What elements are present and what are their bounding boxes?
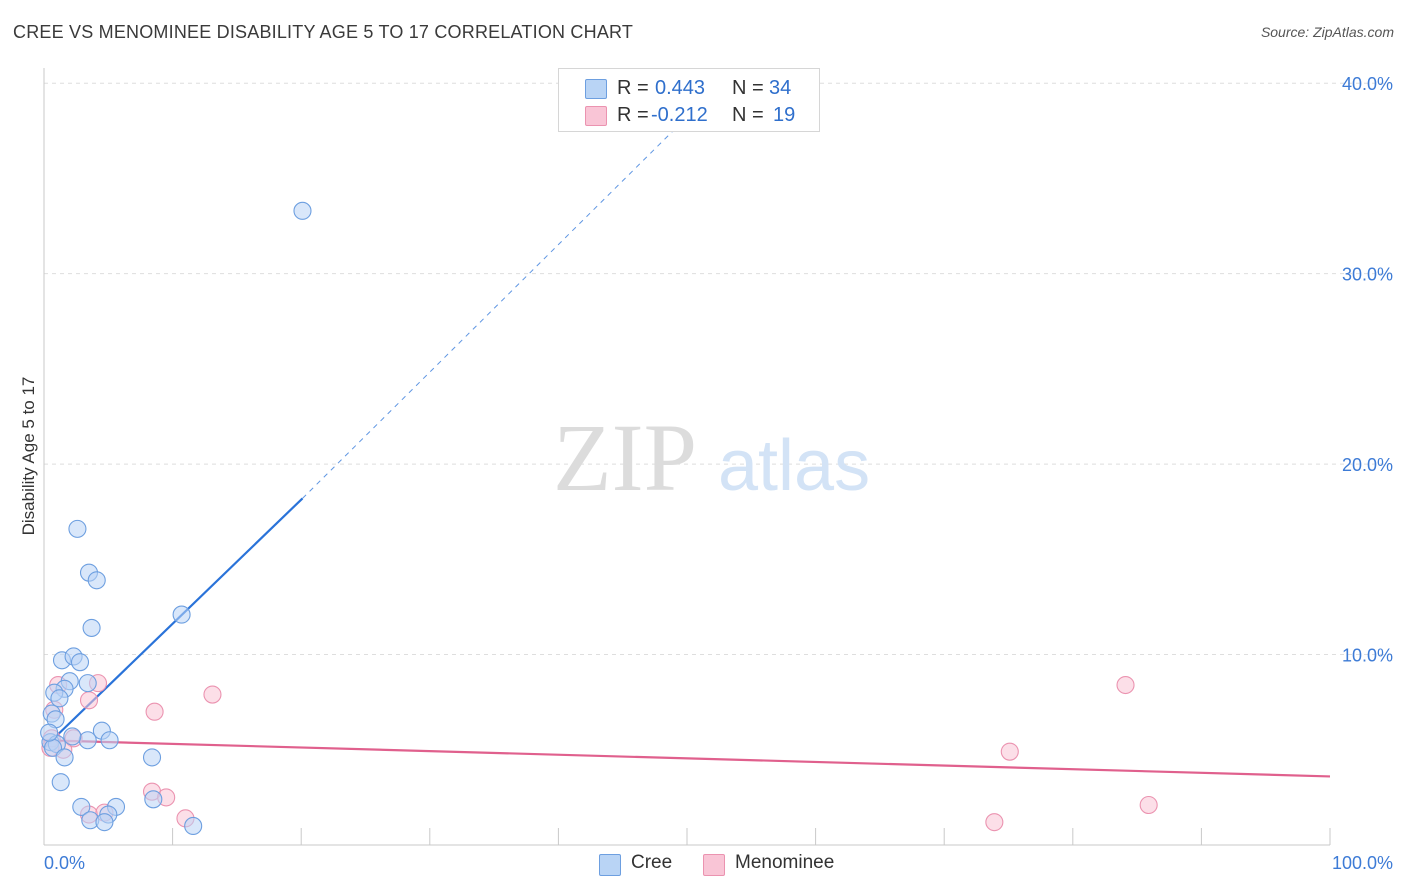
data-points [40,201,1158,836]
menominee-trend-line [43,739,1331,778]
cree-point [78,674,97,693]
cree-point [72,797,91,816]
menominee-n-value: 19 [773,104,796,126]
y-tick-label: 10.0% [1342,646,1393,666]
watermark-zip: ZIP [553,404,697,511]
menominee-point [79,691,99,710]
cree-point [144,790,163,809]
gridlines [44,82,1392,656]
menominee-point [985,813,1004,832]
menominee-legend-swatch [703,854,725,876]
cree-legend-swatch [599,854,621,876]
menominee-swatch [585,106,607,126]
cree-swatch [585,79,607,99]
cree-point [87,571,106,590]
cree-point [142,748,162,767]
y-tick-label: 20.0% [1342,455,1393,475]
menominee-point [1116,675,1135,695]
cree-point [184,816,203,836]
x-tick-marks [172,828,1331,845]
cree-point [78,731,97,750]
cree-point [95,813,114,832]
menominee-point [1000,742,1019,761]
y-tick-label: 30.0% [1342,265,1393,285]
cree-trend-extrapolated [302,84,720,499]
menominee-point [145,702,164,721]
cree-r-label: R = [617,77,649,99]
cree-point [40,723,59,742]
menominee-r-label: R = [617,104,649,126]
tick-labels: 10.0% 20.0% 30.0% 40.0% 0.0% 100.0% [44,74,1393,873]
legend-row-cree: R = 0.443 N = 34 [559,75,819,101]
menominee-r-value: -0.212 [651,104,708,126]
chart-title: CREE VS MENOMINEE DISABILITY AGE 5 TO 17… [13,22,634,42]
cree-point [68,519,87,538]
cree-point [293,201,312,220]
cree-point [70,653,90,672]
cree-point [55,748,74,767]
cree-point [50,689,69,708]
y-tick-label: 40.0% [1342,74,1393,94]
menominee-legend-label: Menominee [735,852,835,873]
watermark: ZIP atlas [553,404,870,511]
x-tick-label: 100.0% [1332,853,1393,873]
cree-r-value: 0.443 [655,77,706,99]
cree-point [172,605,191,624]
cree-point [82,618,101,637]
menominee-n-label: N = [732,104,764,126]
menominee-point [1139,795,1158,815]
cree-point [63,727,82,746]
cree-n-label: N = [732,77,764,99]
x-tick-label: 0.0% [44,853,85,873]
cree-point [100,731,119,750]
cree-legend-label: Cree [631,852,673,873]
stats-legend: R = 0.443 N = 34 R = -0.212 N = 19 [558,68,820,132]
y-axis-label: Disability Age 5 to 17 [19,377,38,536]
legend-row-menominee: R = -0.212 N = 19 [559,102,819,128]
cree-n-value: 34 [769,77,792,99]
watermark-atlas: atlas [718,426,870,506]
source-label: Source: ZipAtlas.com [1260,24,1394,40]
menominee-point [203,685,222,704]
cree-point [51,773,70,792]
